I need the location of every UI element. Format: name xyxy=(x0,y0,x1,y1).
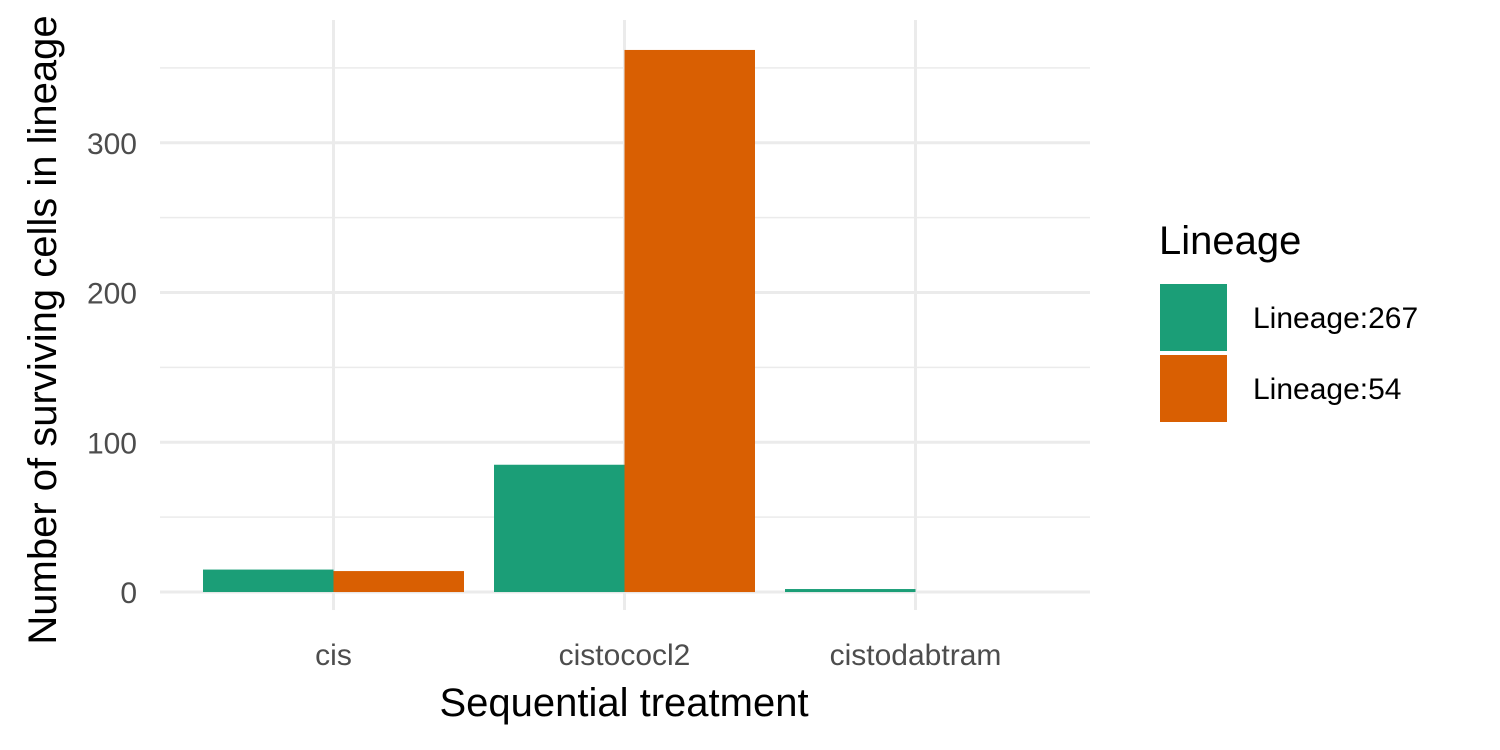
y-tick-label: 100 xyxy=(87,427,137,460)
bars xyxy=(203,49,916,593)
x-axis-title: Sequential treatment xyxy=(439,681,808,725)
bar xyxy=(494,464,625,593)
y-axis-title: Number of surviving cells in lineage xyxy=(21,15,65,644)
bar xyxy=(624,49,755,593)
x-tick-label: cistodabtram xyxy=(830,639,1002,672)
bar xyxy=(333,571,464,593)
x-axis-ticks: cis cistococl2 cistodabtram xyxy=(315,639,1001,672)
legend: Lineage Lineage:267 Lineage:54 xyxy=(1159,219,1418,422)
legend-label: Lineage:267 xyxy=(1253,302,1418,335)
y-tick-label: 300 xyxy=(87,128,137,161)
y-axis-ticks: 0 100 200 300 xyxy=(87,128,137,610)
x-tick-label: cistococl2 xyxy=(559,639,691,672)
bar xyxy=(203,569,334,593)
legend-label: Lineage:54 xyxy=(1253,373,1401,406)
legend-key xyxy=(1160,284,1227,351)
legend-title: Lineage xyxy=(1159,219,1301,263)
bar xyxy=(785,589,916,593)
y-tick-label: 200 xyxy=(87,278,137,311)
y-tick-label: 0 xyxy=(120,577,137,610)
x-tick-label: cis xyxy=(315,639,352,672)
legend-key xyxy=(1160,355,1227,422)
